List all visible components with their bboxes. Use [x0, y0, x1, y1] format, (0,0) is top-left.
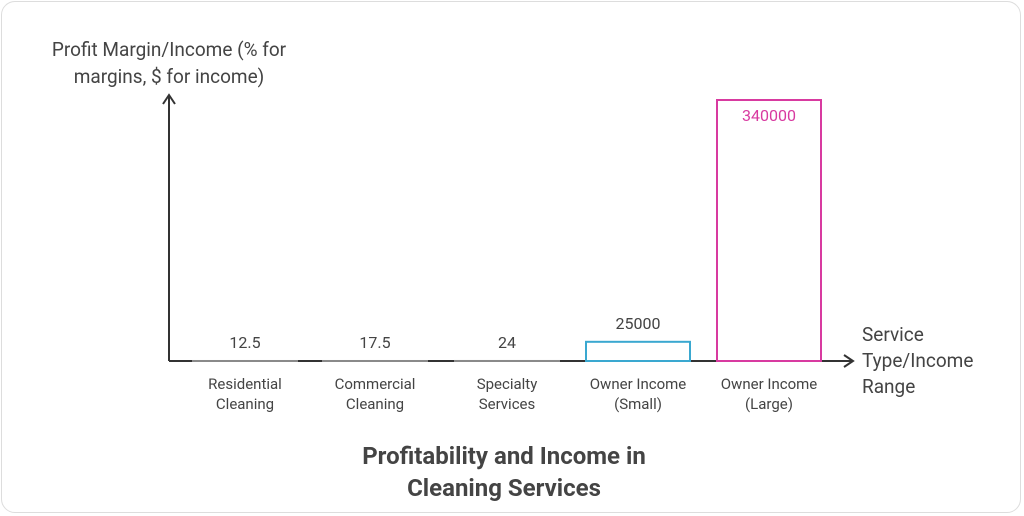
- bar: [585, 340, 691, 363]
- value-label: 340000: [742, 106, 796, 125]
- x-tick-label: Owner Income (Large): [720, 375, 818, 413]
- x-arrow: [843, 354, 855, 368]
- value-label: 12.5: [229, 333, 260, 352]
- value-label: 17.5: [359, 333, 390, 352]
- value-label: 25000: [616, 314, 661, 333]
- x-tick-label: Owner Income (Small): [589, 375, 687, 413]
- x-tick-label: Commercial Cleaning: [334, 375, 416, 413]
- bar: [716, 99, 822, 362]
- y-arrow: [162, 93, 176, 105]
- x-tick-label: Residential Cleaning: [208, 375, 282, 413]
- x-tick-label: Specialty Services: [476, 375, 538, 413]
- x-axis-label: Service Type/Income Range: [862, 323, 974, 398]
- axes: [162, 93, 855, 368]
- chart-title: Profitability and Income in Cleaning Ser…: [362, 442, 646, 502]
- y-axis-label: Profit Margin/Income (% for margins, $ f…: [51, 38, 287, 88]
- value-label: 24: [498, 333, 516, 352]
